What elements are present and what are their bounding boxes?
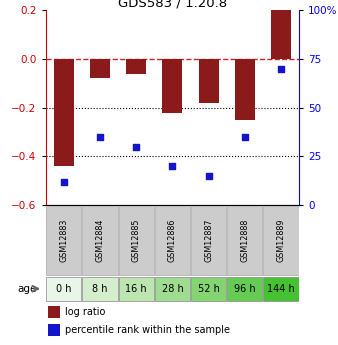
Bar bbox=[163, 59, 182, 112]
Bar bbox=[82, 206, 118, 275]
Bar bbox=[155, 277, 190, 301]
Bar bbox=[126, 59, 146, 73]
Bar bbox=[82, 277, 118, 301]
Point bbox=[278, 66, 284, 71]
Text: 28 h: 28 h bbox=[162, 284, 183, 294]
Bar bbox=[46, 277, 81, 301]
Text: 8 h: 8 h bbox=[92, 284, 108, 294]
Bar bbox=[191, 206, 226, 275]
Bar bbox=[263, 206, 299, 275]
Bar bbox=[191, 277, 226, 301]
Bar bbox=[90, 59, 110, 78]
Bar bbox=[46, 206, 81, 275]
Text: GSM12888: GSM12888 bbox=[240, 219, 249, 262]
Bar bbox=[227, 206, 262, 275]
Text: log ratio: log ratio bbox=[65, 307, 105, 317]
Text: GSM12883: GSM12883 bbox=[59, 219, 68, 262]
Text: percentile rank within the sample: percentile rank within the sample bbox=[65, 325, 230, 335]
Text: GSM12884: GSM12884 bbox=[95, 219, 104, 262]
Point bbox=[97, 134, 103, 140]
Bar bbox=[263, 277, 299, 301]
Bar bbox=[119, 206, 154, 275]
Bar bbox=[271, 10, 291, 59]
Point bbox=[61, 179, 67, 184]
Bar bbox=[119, 277, 154, 301]
Bar bbox=[48, 324, 59, 336]
Text: GSM12885: GSM12885 bbox=[132, 218, 141, 262]
Title: GDS583 / 1.20.8: GDS583 / 1.20.8 bbox=[118, 0, 227, 9]
Text: GSM12887: GSM12887 bbox=[204, 218, 213, 262]
Bar bbox=[199, 59, 219, 103]
Text: 52 h: 52 h bbox=[198, 284, 220, 294]
Text: GSM12886: GSM12886 bbox=[168, 219, 177, 262]
Bar bbox=[155, 206, 190, 275]
Bar bbox=[235, 59, 255, 120]
Point bbox=[170, 163, 175, 169]
Point bbox=[242, 134, 247, 140]
Point bbox=[134, 144, 139, 149]
Bar bbox=[227, 277, 262, 301]
Bar bbox=[54, 59, 74, 166]
Point bbox=[206, 173, 211, 178]
Text: 144 h: 144 h bbox=[267, 284, 295, 294]
Text: 96 h: 96 h bbox=[234, 284, 256, 294]
Text: 16 h: 16 h bbox=[125, 284, 147, 294]
Text: GSM12889: GSM12889 bbox=[276, 218, 286, 262]
Text: 0 h: 0 h bbox=[56, 284, 72, 294]
Bar bbox=[48, 306, 59, 318]
Text: age: age bbox=[17, 284, 36, 294]
